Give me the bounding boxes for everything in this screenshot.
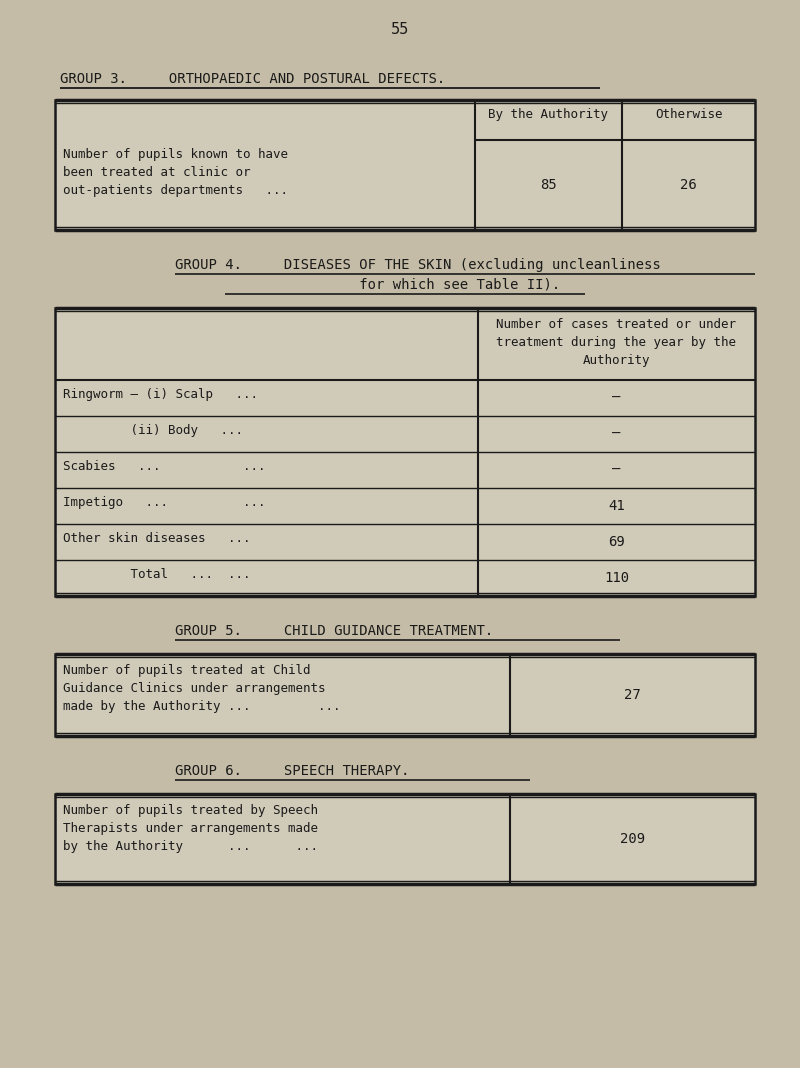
Text: Number of pupils treated at Child
Guidance Clinics under arrangements
made by th: Number of pupils treated at Child Guidan… [63, 664, 341, 713]
Text: GROUP 5.     CHILD GUIDANCE TREATMENT.: GROUP 5. CHILD GUIDANCE TREATMENT. [175, 624, 494, 638]
Text: Number of cases treated or under
treatment during the year by the
Authority: Number of cases treated or under treatme… [497, 318, 737, 367]
Text: 27: 27 [624, 688, 641, 702]
Bar [55, 100, 755, 230]
Text: Impetigo   ...          ...: Impetigo ... ... [63, 496, 266, 509]
Text: –: – [612, 427, 621, 441]
Text: (ii) Body   ...: (ii) Body ... [63, 424, 243, 437]
Text: Scabies   ...           ...: Scabies ... ... [63, 460, 266, 473]
Text: Otherwise: Otherwise [654, 108, 722, 121]
Text: –: – [612, 391, 621, 405]
Text: 69: 69 [608, 535, 625, 549]
Text: Number of pupils treated by Speech
Therapists under arrangements made
by the Aut: Number of pupils treated by Speech Thera… [63, 804, 318, 853]
Text: Other skin diseases   ...: Other skin diseases ... [63, 532, 250, 545]
Text: 110: 110 [604, 571, 629, 585]
Bar [55, 308, 755, 596]
Text: 85: 85 [540, 178, 557, 192]
Text: 209: 209 [620, 832, 645, 846]
Text: Ringworm – (i) Scalp   ...: Ringworm – (i) Scalp ... [63, 388, 258, 400]
Text: GROUP 4.     DISEASES OF THE SKIN (excluding uncleanliness: GROUP 4. DISEASES OF THE SKIN (excluding… [175, 258, 661, 272]
Text: for which see Table II).: for which see Table II). [175, 278, 560, 292]
Text: Total   ...  ...: Total ... ... [63, 568, 250, 581]
Text: By the Authority: By the Authority [489, 108, 609, 121]
Text: –: – [612, 464, 621, 477]
Text: 55: 55 [391, 22, 409, 37]
Bar [55, 794, 755, 884]
Text: 26: 26 [680, 178, 697, 192]
Bar [55, 654, 755, 736]
Text: GROUP 3.     ORTHOPAEDIC AND POSTURAL DEFECTS.: GROUP 3. ORTHOPAEDIC AND POSTURAL DEFECT… [60, 72, 446, 87]
Text: GROUP 6.     SPEECH THERAPY.: GROUP 6. SPEECH THERAPY. [175, 764, 410, 778]
Text: 41: 41 [608, 499, 625, 513]
Text: Number of pupils known to have
been treated at clinic or
out-patients department: Number of pupils known to have been trea… [63, 148, 288, 197]
